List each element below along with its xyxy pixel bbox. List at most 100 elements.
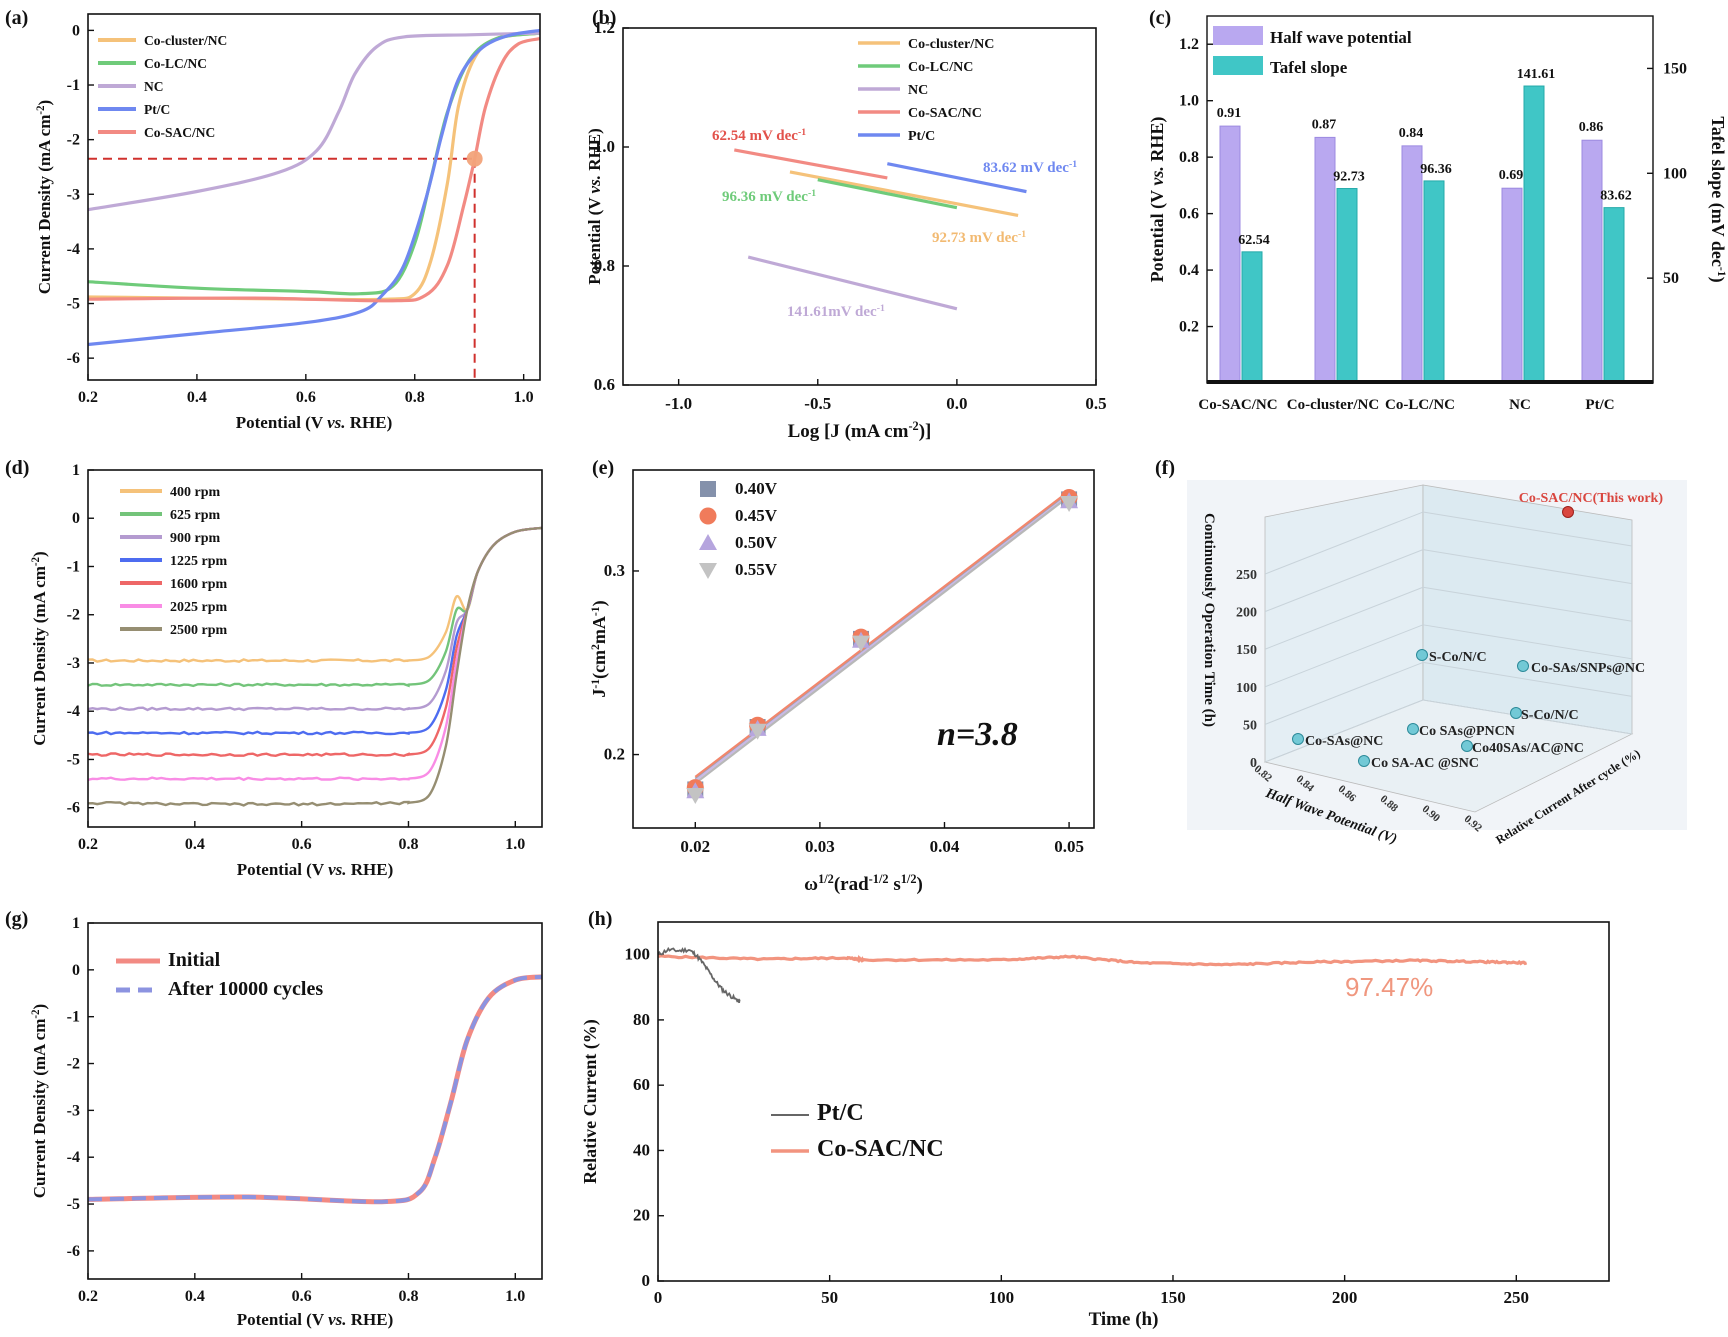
panel-d-legend-label: 625 rpm [170,508,221,523]
z-tick-label: 250 [1236,568,1257,583]
half-wave-value: 0.87 [1312,117,1337,132]
panel-c-tag: (c) [1149,7,1171,29]
panel-a-legend-label: Co-SAC/NC [144,125,215,140]
panel-e-legend-label: 0.45V [735,506,778,525]
category-label: NC [1509,397,1531,413]
panel-b-legend-label: Co-cluster/NC [908,37,994,52]
tafel-slope-annotation: 92.73 mV dec-1 [932,229,1026,247]
z-grid [1264,549,1424,613]
x-tick-label: 200 [1332,1288,1358,1307]
half-wave-value: 0.91 [1217,106,1242,121]
point-label: Co SA-AC @SNC [1371,756,1479,771]
x-tick-label: 0 [654,1288,663,1307]
y-tick-label: 0 [72,962,80,979]
rpm-curve [87,526,543,782]
panel-a-legend-label: Pt/C [144,102,170,117]
category-label: Co-cluster/NC [1287,397,1379,413]
x-tick-label: 0.05 [1054,837,1084,856]
x-tick-label: 0.03 [805,837,835,856]
tafel-bar [1241,251,1263,384]
data-sphere [1562,506,1574,518]
tafel-line-Co-LC/NC [817,178,958,210]
y-tick-label: 0.2 [1179,319,1199,336]
panel-d-tag: (d) [5,457,29,479]
point-label: S-Co/N/C [1429,650,1487,665]
x-tick-label: 0.5 [1085,394,1106,413]
tafel-line-NC [747,255,958,311]
panel-c: (c) 0.91 62.54 Co-SAC/NC 0.87 92.73 Co-cluster… [1147,7,1728,413]
point-label: S-Co/N/C [1521,708,1579,723]
line-Co-SAC/NC [87,37,541,303]
x-tick-label: 0.6 [292,1288,312,1305]
panel-b-legend-label: Co-LC/NC [908,60,973,75]
panel-c-y2label: Tafel slope (mV dec-1) [1707,116,1728,282]
marker-circle [699,507,717,525]
panel-a-frame [87,13,541,381]
y-tick-label: -2 [67,607,80,624]
panel-g-ylabel: Current Density (mA cm-2) [30,1004,49,1198]
panel-d-legend-label: 1225 rpm [170,554,228,569]
point-label: Co-SAs/SNPs@NC [1531,661,1645,676]
y-tick-label: -6 [67,800,80,817]
y-tick-label: -3 [67,186,80,203]
panel-b-tag: (b) [592,7,616,29]
point-label: Co40SAs/AC@NC [1472,741,1584,756]
x-tick-label: 0.8 [398,1288,418,1305]
panel-d-ylabel: Current Density (mA cm-2) [30,551,49,745]
x-tick-label: 0.2 [78,389,98,406]
panel-e-legend-label: 0.40V [735,479,778,498]
y-tick-label: 0.8 [1179,149,1199,166]
panel-b-xlabel: Log [J (mA cm-2)] [788,419,932,442]
data-sphere [1407,723,1419,735]
tafel-bar [1523,85,1545,384]
panel-g-legend-label: After 10000 cycles [168,978,323,1000]
tafel-value: 141.61 [1517,67,1556,82]
y-tick-label: -2 [67,1056,80,1073]
z-tick-label: 200 [1236,606,1257,621]
panel-e-ylabel: J-1(cm2mA-1) [589,600,611,697]
panel-a: (a) 0.2 0.4 0.6 0.8 1.0 0 -1 -2 -3 -4 -5 -6 Current D… [5,7,541,432]
y-tick-label: 0 [72,22,80,39]
z-grid [1264,661,1424,725]
x-tick-label: 50 [821,1288,838,1307]
y-tick-label: 20 [633,1206,650,1225]
y-tick-label: 1 [72,915,80,932]
z-grid [1264,511,1424,575]
co-sac-stability-trace [657,954,1528,967]
x-tick-label: 0.2 [78,836,98,853]
z-grid [1422,661,1633,697]
panel-h-xlabel: Time (h) [1089,1309,1159,1330]
category-label: Co-LC/NC [1385,397,1455,413]
ptc-stability-trace [657,946,741,1004]
y-tick-label: 60 [633,1075,650,1094]
x-tick-label: 0.8 [405,389,425,406]
panel-c-ylabel: Potential (V vs. RHE) [1147,117,1168,283]
tafel-value: 83.62 [1600,189,1632,204]
legend-label: Tafel slope [1270,58,1348,77]
data-sphere [1461,740,1473,752]
panel-a-legend-label: Co-LC/NC [144,56,207,71]
y-tick-label: -3 [67,655,80,672]
panel-a-xlabel: Potential (V vs. RHE) [236,413,392,432]
y2-tick-label: 100 [1663,165,1687,182]
tafel-value: 96.36 [1420,162,1452,177]
panel-e-xlabel: ω1/2(rad-1/2 s1/2) [804,872,923,895]
panel-h-frame [657,921,1610,1282]
x-tick-label: 250 [1504,1288,1530,1307]
y-tick-label: -2 [67,132,80,149]
panel-g-frame [87,922,543,1280]
line-NC [87,31,541,212]
y-tick-label: -1 [67,558,80,575]
x-tick-label: 1.0 [505,1288,525,1305]
half-wave-bar [1314,136,1336,384]
z-grid [1264,699,1424,763]
y-tick-label: -4 [67,703,80,720]
x-tick-label: 150 [1160,1288,1186,1307]
x-tick-label: 0.2 [78,1288,98,1305]
y-tick-label: 100 [625,945,651,964]
y-tick-label: 0.8 [594,256,615,275]
panel-b-legend-label: NC [908,83,928,98]
panel-e: (e) 0.02 0.03 0.04 0.05 0.2 0.3 0.40V 0.45V 0.50V… [589,457,1084,895]
point-label: Co SAs@PNCN [1419,724,1515,739]
y2-tick-label: 150 [1663,60,1687,77]
